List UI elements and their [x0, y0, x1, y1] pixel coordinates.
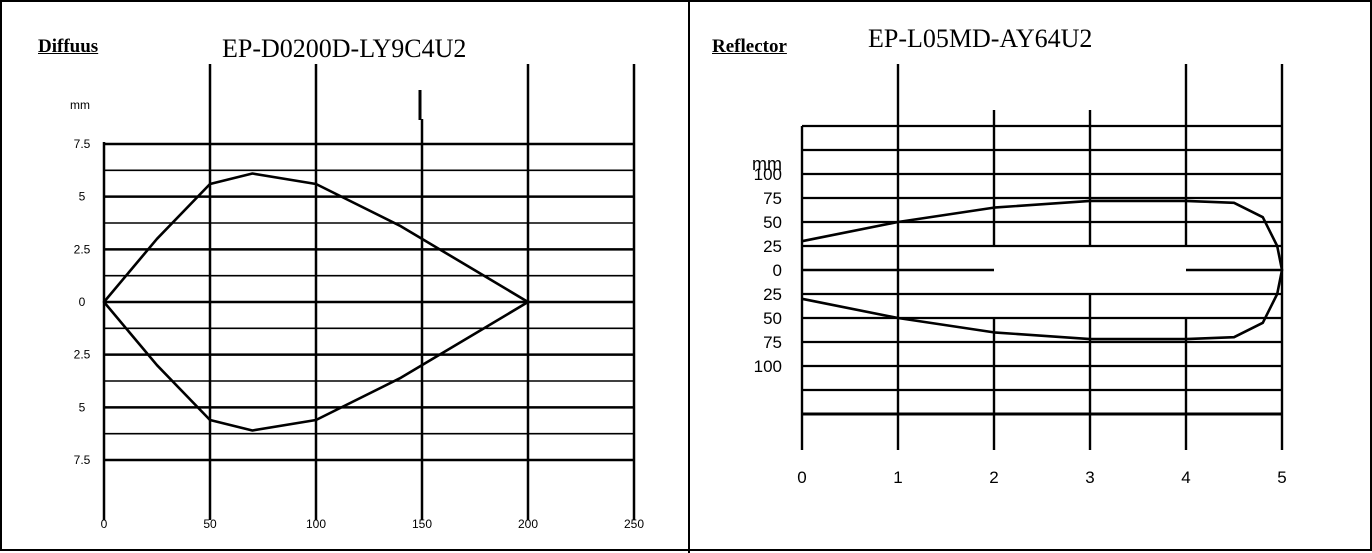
reflector-x-tick-label: 1	[893, 468, 902, 487]
reflector-y-tick-label: 50	[763, 213, 782, 232]
diffuus-panel: Diffuus EP-D0200D-LY9C4U2 7.5 5 2.5 0 2.5 5 7.…	[2, 2, 690, 553]
diffuus-curve-group	[102, 172, 530, 432]
diffuus-y-tick-label: 5	[79, 400, 86, 414]
diffuus-grid	[102, 64, 636, 520]
reflector-y-tick-label: 75	[763, 189, 782, 208]
reflector-x-tick-label: 0	[797, 468, 806, 487]
reflector-unit-label: mm	[752, 154, 782, 174]
diffuus-x-tick-label: 150	[412, 517, 432, 531]
diffuus-detection-curve	[102, 172, 530, 432]
diffuus-y-tick-label: 0	[79, 295, 86, 309]
diffuus-x-tick-label: 0	[101, 517, 108, 531]
diffuus-chart-title: EP-D0200D-LY9C4U2	[222, 34, 467, 63]
reflector-x-tick-label: 2	[989, 468, 998, 487]
diffuus-x-tick-label: 200	[518, 517, 538, 531]
reflector-x-tick-label: 5	[1277, 468, 1286, 487]
reflector-y-tick-label: 25	[763, 237, 782, 256]
reflector-panel: Reflector EP-L05MD-AY64U2 100 75 50 25 0 25 50…	[690, 2, 1372, 553]
reflector-x-tick-label: 4	[1181, 468, 1190, 487]
diffuus-unit-label: mm	[70, 98, 90, 112]
reflector-curve-group	[801, 199, 1284, 341]
diffuus-panel-label: Diffuus	[38, 36, 99, 57]
diffuus-x-tick-label: 50	[203, 517, 217, 531]
reflector-panel-label: Reflector	[712, 36, 787, 57]
reflector-grid	[800, 64, 1284, 450]
reflector-y-tick-label: 100	[754, 357, 782, 376]
diffuus-y-tick-label: 2.5	[74, 242, 91, 256]
reflector-y-tick-label: 0	[773, 261, 782, 280]
diffuus-labels: 7.5 5 2.5 0 2.5 5 7.5 0 50 100 150 200 250	[74, 137, 645, 531]
reflector-detection-curve	[801, 199, 1284, 341]
reflector-y-tick-label: 50	[763, 309, 782, 328]
reflector-y-tick-label: 100	[754, 165, 782, 184]
diffuus-y-tick-label: 7.5	[74, 137, 91, 151]
reflector-chart-title: EP-L05MD-AY64U2	[868, 24, 1093, 53]
diffuus-x-tick-label: 100	[306, 517, 326, 531]
reflector-labels: 100 75 50 25 0 25 50 75 100 0 1 2 3 4 5	[754, 165, 1287, 487]
diffuus-y-tick-label: 7.5	[74, 453, 91, 467]
reflector-y-tick-label: 25	[763, 285, 782, 304]
reflector-y-tick-label: 75	[763, 333, 782, 352]
diffuus-x-tick-label: 250	[624, 517, 644, 531]
diffuus-y-tick-label: 5	[79, 190, 86, 204]
reflector-x-tick-label: 3	[1085, 468, 1094, 487]
reflector-chart: 100 75 50 25 0 25 50 75 100 0 1 2 3 4 5 mm	[752, 64, 1287, 487]
diffuus-y-tick-label: 2.5	[74, 348, 91, 362]
diffuus-chart: 7.5 5 2.5 0 2.5 5 7.5 0 50 100 150 200 250 mm	[70, 64, 645, 531]
